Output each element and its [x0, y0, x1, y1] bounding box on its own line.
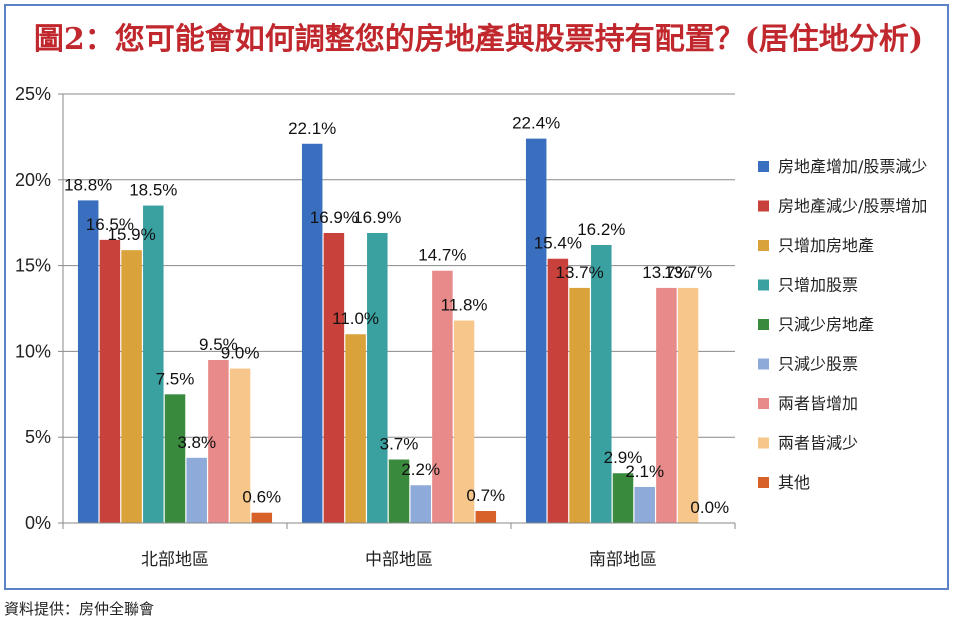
bar — [453, 320, 475, 523]
legend-swatch — [758, 437, 769, 449]
legend-swatch — [758, 398, 769, 409]
bar — [251, 512, 273, 523]
data-label: 3.8% — [177, 433, 216, 452]
x-axis: 北部地區 中部地區 南部地區 — [62, 522, 736, 570]
value-labels: 18.8% 16.5%15.9% 18.5% 7.5% 3.8% 9.5%9.0% 0.6%… — [64, 114, 729, 517]
data-label: 18.5% — [129, 181, 177, 200]
bars — [77, 138, 699, 524]
data-label: 16.2% — [577, 220, 625, 239]
legend-label: 兩者皆減少 — [778, 434, 858, 453]
data-label: 0.7% — [466, 486, 505, 505]
bar — [612, 473, 634, 523]
data-label: 15.9% — [107, 225, 155, 244]
bar — [143, 205, 164, 524]
bar — [432, 270, 453, 523]
y-tick-label: 15% — [15, 256, 51, 276]
bar — [410, 485, 431, 523]
bar — [229, 368, 251, 523]
data-label: 14.7% — [418, 246, 466, 265]
x-category-label: 北部地區 — [141, 550, 209, 570]
data-label: 0.0% — [690, 498, 729, 517]
legend-swatch — [758, 161, 769, 172]
bar — [99, 239, 121, 524]
legend-swatch — [758, 200, 769, 212]
data-label: 16.9% — [310, 208, 358, 227]
legend-label: 只增加股票 — [778, 276, 858, 295]
data-label: 7.5% — [156, 369, 195, 388]
bar — [569, 287, 590, 523]
bar — [345, 334, 366, 523]
bar — [388, 459, 410, 523]
legend: 房地產增加/股票減少房地產減少/股票增加只增加房地產只增加股票只減少房地產只減少… — [758, 157, 927, 492]
bar — [186, 457, 207, 523]
bar — [591, 245, 612, 523]
data-label: 9.0% — [221, 344, 260, 363]
data-label: 22.4% — [512, 114, 560, 133]
data-label: 16.9% — [353, 208, 401, 227]
y-tick-label: 10% — [15, 341, 51, 361]
bar — [367, 232, 388, 523]
legend-label: 房地產減少/股票增加 — [778, 197, 927, 216]
bar — [164, 394, 186, 523]
y-axis: 0% 5% 10% 15% 20% 25% — [15, 84, 64, 533]
legend-swatch — [758, 358, 769, 370]
bar — [475, 510, 497, 523]
data-label: 13.7% — [664, 263, 712, 282]
data-label: 2.2% — [401, 460, 440, 479]
bar — [547, 258, 569, 523]
legend-label: 只增加房地產 — [778, 236, 874, 255]
x-category-label: 中部地區 — [365, 550, 433, 570]
bar — [677, 287, 699, 523]
y-tick-label: 5% — [25, 427, 51, 447]
legend-label: 只減少房地產 — [778, 315, 874, 334]
bar — [301, 143, 323, 523]
y-tick-label: 25% — [15, 84, 51, 104]
bar — [634, 486, 655, 523]
data-label: 16.5% — [86, 215, 134, 234]
data-label: 2.1% — [625, 462, 664, 481]
data-label: 22.1% — [288, 119, 336, 138]
source-note: 資料提供：房仲全聯會 — [4, 600, 155, 618]
legend-label: 房地產增加/股票減少 — [778, 157, 927, 176]
x-category-label: 南部地區 — [589, 550, 657, 570]
data-label: 15.4% — [534, 234, 582, 253]
legend-label: 只減少股票 — [778, 355, 858, 374]
y-tick-label: 0% — [25, 513, 51, 533]
data-label: 18.8% — [64, 175, 112, 194]
y-tick-label: 20% — [15, 170, 51, 190]
bar — [121, 250, 142, 523]
data-label: 0.6% — [242, 488, 281, 507]
data-label: 13.7% — [642, 263, 690, 282]
data-label: 2.9% — [604, 448, 643, 467]
legend-label: 兩者皆增加 — [778, 394, 858, 413]
data-label: 11.8% — [441, 296, 488, 315]
legend-label: 其他 — [778, 473, 810, 492]
bar — [323, 232, 345, 523]
legend-swatch — [758, 240, 769, 251]
legend-swatch — [758, 477, 769, 488]
bar — [208, 359, 229, 523]
legend-swatch — [758, 279, 769, 291]
bar — [525, 138, 547, 523]
data-label: 3.7% — [380, 435, 419, 454]
bar — [656, 287, 677, 523]
data-label: 9.5% — [199, 335, 238, 354]
chart-title: 圖2：您可能會如何調整您的房地產與股票持有配置？(居住地分析) — [33, 22, 924, 57]
bar — [77, 200, 99, 523]
data-label: 11.0% — [332, 309, 379, 328]
data-label: 13.7% — [555, 263, 603, 282]
legend-swatch — [758, 319, 769, 330]
